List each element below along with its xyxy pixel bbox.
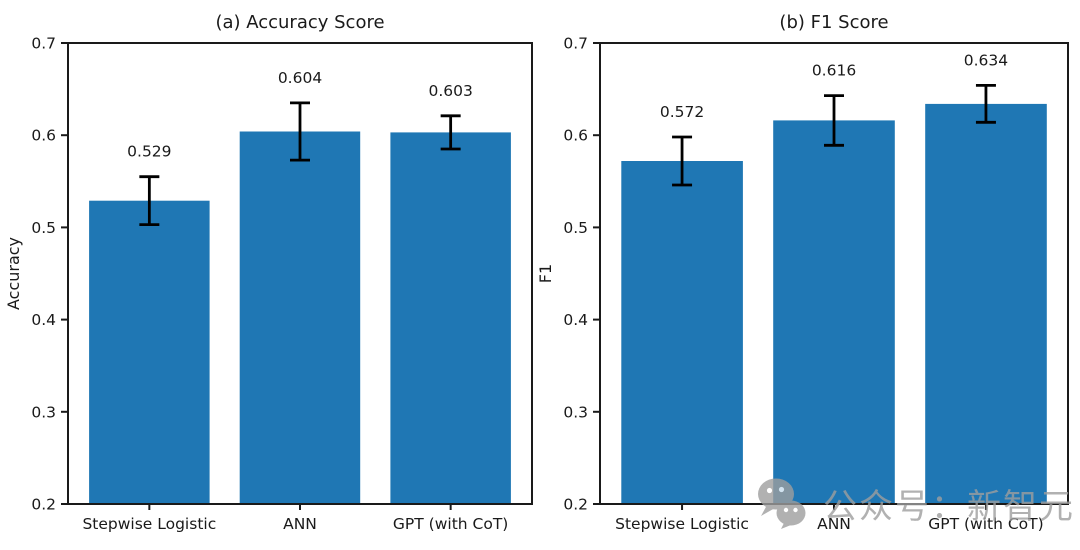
value-label: 0.603 [428, 82, 472, 100]
y-tick-label: 0.7 [31, 35, 56, 53]
value-label: 0.604 [278, 69, 322, 87]
bar-right-0 [621, 161, 743, 504]
panel-title: (b) F1 Score [779, 12, 888, 33]
y-axis-label: F1 [536, 264, 555, 283]
bar-left-2 [390, 132, 511, 504]
x-tick-label: Stepwise Logistic [82, 515, 216, 533]
y-tick-label: 0.5 [563, 219, 588, 237]
value-label: 0.634 [964, 51, 1008, 69]
bar-right-2 [925, 103, 1047, 505]
value-label: 0.529 [127, 143, 171, 161]
y-tick-label: 0.5 [31, 219, 56, 237]
x-tick-label: GPT (with CoT) [393, 515, 508, 533]
y-tick-label: 0.4 [31, 311, 56, 329]
x-tick-label: ANN [283, 515, 317, 533]
y-axis-label: Accuracy [4, 237, 23, 310]
x-tick-label: GPT (with CoT) [928, 515, 1043, 533]
value-label: 0.572 [660, 103, 704, 121]
bar-right-1 [773, 120, 895, 505]
y-tick-label: 0.2 [563, 496, 588, 514]
bar-left-1 [239, 131, 361, 504]
y-tick-label: 0.2 [31, 496, 56, 514]
x-tick-label: Stepwise Logistic [615, 515, 749, 533]
bar-left-0 [89, 200, 210, 504]
x-tick-label: ANN [817, 515, 851, 533]
panel-title: (a) Accuracy Score [215, 12, 384, 33]
value-label: 0.616 [812, 62, 856, 80]
y-tick-label: 0.3 [31, 403, 56, 421]
panel-left: 0.529 0.604 0.603 0.2 0.3 0.4 0.5 0.6 0.7 Stepwis… [4, 12, 533, 533]
y-tick-label: 0.6 [563, 127, 588, 145]
y-tick-label: 0.7 [563, 35, 588, 53]
y-tick-label: 0.4 [563, 311, 588, 329]
panel-right: 0.572 0.616 0.634 0.2 0.3 0.4 0.5 0.6 0.7 Stepwis… [536, 12, 1069, 533]
y-tick-label: 0.3 [563, 403, 588, 421]
y-tick-label: 0.6 [31, 127, 56, 145]
